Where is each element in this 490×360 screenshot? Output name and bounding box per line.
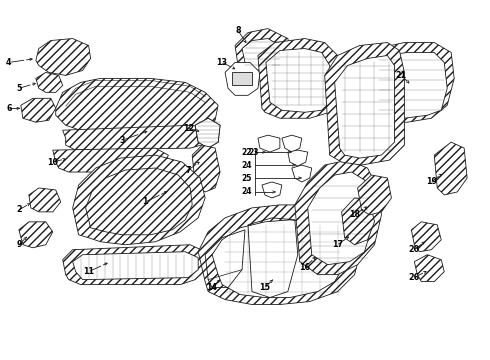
Polygon shape [325, 42, 404, 165]
Polygon shape [232, 72, 252, 85]
Text: 25: 25 [242, 174, 252, 183]
Text: 15: 15 [259, 283, 270, 292]
Text: 24: 24 [242, 188, 252, 197]
Text: 17: 17 [332, 240, 343, 249]
Polygon shape [63, 245, 208, 285]
Polygon shape [371, 53, 447, 118]
Text: 24: 24 [242, 161, 252, 170]
Text: 4: 4 [6, 58, 12, 67]
Polygon shape [56, 78, 218, 135]
Polygon shape [63, 125, 215, 150]
Polygon shape [212, 220, 344, 298]
Polygon shape [195, 118, 220, 148]
Polygon shape [73, 155, 205, 245]
Polygon shape [288, 150, 308, 166]
Text: 21: 21 [396, 71, 407, 80]
Polygon shape [258, 135, 280, 152]
Text: 10: 10 [47, 158, 58, 167]
Polygon shape [258, 39, 340, 118]
Polygon shape [21, 98, 56, 122]
Polygon shape [434, 142, 467, 195]
Polygon shape [225, 62, 260, 95]
Text: 19: 19 [426, 177, 437, 186]
Polygon shape [262, 182, 282, 198]
Polygon shape [266, 49, 332, 112]
Text: 2: 2 [16, 206, 22, 215]
Text: 7: 7 [186, 166, 191, 175]
Polygon shape [282, 135, 302, 152]
Text: 23: 23 [249, 148, 259, 157]
Text: 11: 11 [83, 267, 94, 276]
Polygon shape [342, 198, 374, 245]
Text: 20: 20 [409, 245, 420, 254]
Text: 14: 14 [207, 283, 218, 292]
Text: 9: 9 [16, 240, 22, 249]
Polygon shape [53, 148, 168, 172]
Polygon shape [198, 205, 362, 305]
Polygon shape [36, 72, 63, 92]
Polygon shape [29, 188, 61, 212]
Polygon shape [295, 160, 382, 275]
Text: 1: 1 [143, 197, 148, 206]
Polygon shape [86, 168, 192, 235]
Text: 16: 16 [299, 263, 310, 272]
Polygon shape [19, 222, 53, 248]
Text: 5: 5 [16, 84, 22, 93]
Polygon shape [358, 175, 392, 215]
Polygon shape [192, 145, 220, 192]
Text: 12: 12 [183, 124, 194, 133]
Polygon shape [415, 255, 444, 282]
Text: 18: 18 [349, 210, 360, 219]
Polygon shape [242, 39, 282, 71]
Polygon shape [335, 55, 394, 158]
Polygon shape [308, 172, 371, 265]
Text: 26: 26 [409, 273, 420, 282]
Polygon shape [195, 118, 220, 148]
Text: 8: 8 [235, 26, 241, 35]
Polygon shape [235, 28, 292, 75]
Text: 13: 13 [217, 58, 227, 67]
Polygon shape [36, 39, 91, 75]
Text: 22: 22 [242, 148, 252, 157]
Text: 3: 3 [120, 136, 125, 145]
Text: 6: 6 [6, 104, 12, 113]
Polygon shape [362, 42, 454, 122]
Polygon shape [292, 165, 312, 182]
Polygon shape [412, 222, 441, 252]
Polygon shape [73, 252, 198, 280]
